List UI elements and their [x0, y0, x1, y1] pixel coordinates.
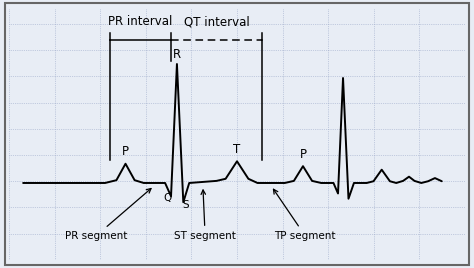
Text: QT interval: QT interval — [183, 15, 249, 28]
Text: T: T — [233, 143, 241, 156]
Text: ST segment: ST segment — [174, 190, 236, 241]
Text: TP segment: TP segment — [273, 189, 336, 241]
Text: P: P — [122, 145, 129, 158]
Text: S: S — [182, 200, 189, 210]
Text: Q: Q — [164, 193, 172, 203]
Text: P: P — [300, 148, 307, 161]
Text: R: R — [173, 47, 181, 61]
Text: PR interval: PR interval — [108, 15, 173, 28]
Text: PR segment: PR segment — [65, 188, 151, 241]
